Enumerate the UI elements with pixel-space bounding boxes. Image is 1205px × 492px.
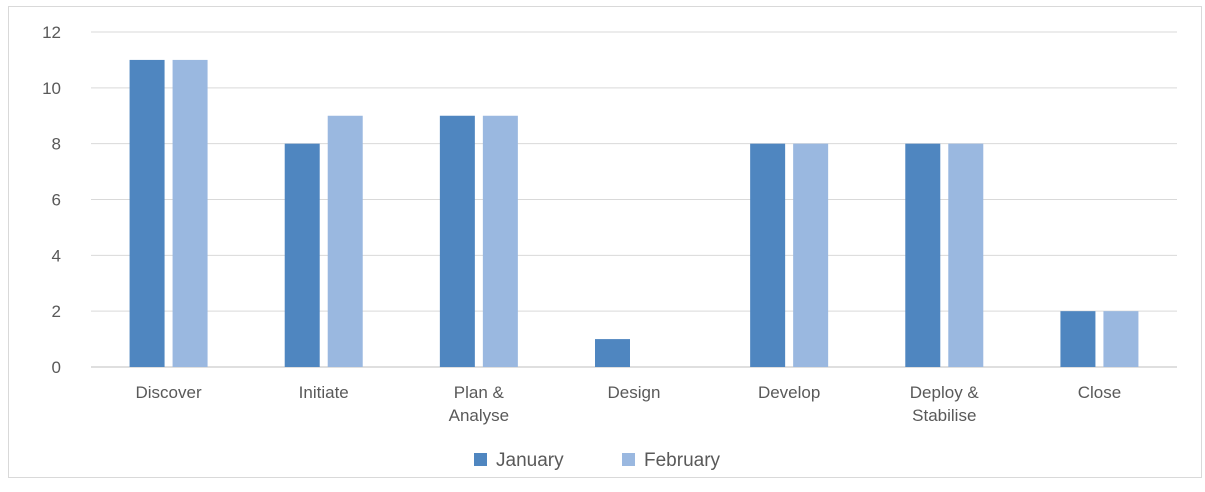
gridlines	[91, 31, 1177, 368]
y-tick-label: 8	[52, 135, 61, 154]
y-tick-label: 6	[52, 191, 61, 210]
x-axis-category-labels: Discover Initiate Plan & Analyse Design Devel…	[136, 383, 1122, 425]
x-category-label: Deploy & Stabilise	[910, 383, 980, 425]
bar-february-2	[482, 115, 518, 367]
bar-january-5	[905, 143, 941, 367]
bar-february-0	[172, 59, 208, 368]
legend-swatch-january	[474, 453, 487, 466]
x-category-label: Plan & Analyse	[449, 383, 509, 425]
x-category-label: Discover	[136, 383, 202, 402]
x-category-label-line: Design	[608, 383, 661, 402]
y-tick-label: 0	[52, 358, 61, 377]
legend-swatch-february	[622, 453, 635, 466]
bar-january-6	[1060, 311, 1096, 367]
bar-february-5	[948, 143, 984, 367]
x-category-label: Close	[1078, 383, 1121, 402]
x-category-label-line: Deploy &	[910, 383, 980, 402]
y-tick-label: 10	[42, 79, 61, 98]
y-axis-tick-labels: 0 2 4 6 8 10 12	[42, 23, 61, 377]
bar-january-4	[750, 143, 786, 367]
legend: January February	[474, 450, 721, 471]
chart-container: 0 2 4 6 8 10 12 Discover Initiate Plan & Analyse D…	[8, 6, 1202, 478]
bar-january-2	[439, 115, 475, 367]
bar-january-1	[284, 143, 320, 367]
legend-label-february: February	[644, 450, 721, 471]
bar-january-3	[595, 339, 630, 367]
legend-label-january: January	[496, 450, 564, 471]
x-category-label: Develop	[758, 383, 820, 402]
y-tick-label: 4	[52, 246, 61, 265]
x-category-label-line: Initiate	[299, 383, 349, 402]
x-category-label-line: Develop	[758, 383, 820, 402]
x-category-label-line: Analyse	[449, 406, 509, 425]
y-tick-label: 2	[52, 302, 61, 321]
bar-january-0	[129, 59, 165, 368]
bar-february-6	[1103, 311, 1139, 367]
x-category-label-line: Stabilise	[912, 406, 976, 425]
bar-february-4	[793, 143, 829, 367]
x-category-label-line: Discover	[136, 383, 202, 402]
bars	[129, 59, 1139, 368]
bar-february-1	[327, 115, 363, 367]
y-tick-label: 12	[42, 23, 61, 42]
x-category-label-line: Close	[1078, 383, 1121, 402]
x-category-label: Design	[608, 383, 661, 402]
x-category-label-line: Plan &	[454, 383, 505, 402]
x-category-label: Initiate	[299, 383, 349, 402]
